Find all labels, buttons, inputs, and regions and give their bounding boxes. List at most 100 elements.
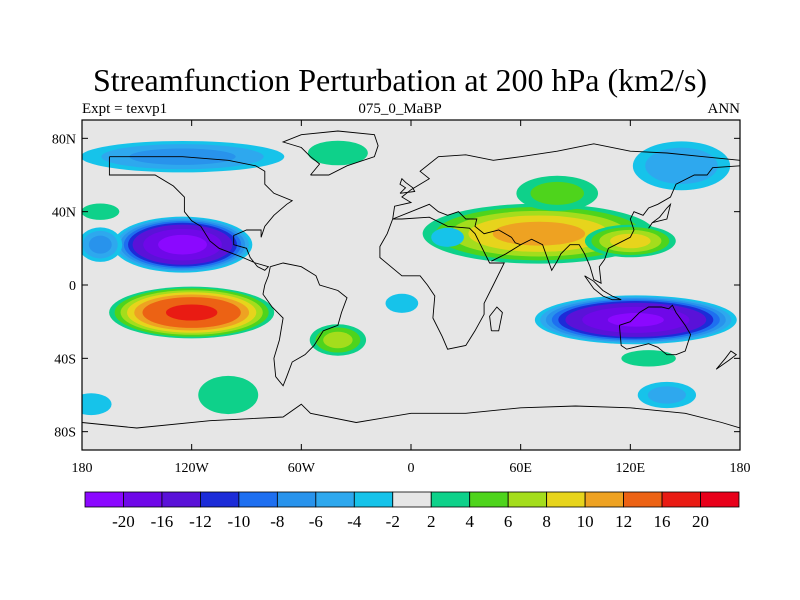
coastline [262,262,348,387]
lat-tick-label: 80S [54,426,76,441]
contour-feature [198,375,259,415]
lat-tick-label: 0 [69,279,76,294]
coastline [399,177,416,194]
colorbar-swatch [469,491,509,508]
season-label: ANN [707,101,741,117]
colorbar-label: 12 [615,512,632,531]
colorbar-label: -6 [309,512,323,531]
coastline [715,350,738,370]
lon-tick-label: 60W [288,461,316,476]
colorbar-label: 16 [654,512,671,531]
contour-level [609,233,651,249]
lon-tick-label: 0 [408,461,415,476]
contour-level [198,375,259,415]
contour-feature [516,175,599,211]
coastline [489,306,503,332]
coastline [392,143,740,220]
coastlines [82,130,740,429]
coastline [520,165,740,284]
colorbar-label: -10 [228,512,251,531]
coastline [648,202,672,229]
contour-feature [82,203,120,220]
contour-level [165,304,218,321]
contour-level [431,227,464,247]
contour-feature [307,140,368,166]
colorbar-swatch [238,491,278,508]
lon-tick-label: 120W [175,461,210,476]
colorbar-swatch [700,491,740,508]
colorbar-label: 6 [504,512,513,531]
contour-feature [632,141,731,191]
contour-level [385,293,419,313]
colorbar-label: -2 [386,512,400,531]
coastline [392,203,522,262]
contour-feature [637,381,697,409]
colorbar-label: 20 [692,512,709,531]
contour-feature [82,227,123,262]
contour-feature [584,224,676,258]
colorbar-swatch [661,491,701,508]
contour-level [607,313,664,327]
contour-feature [309,324,367,356]
colorbar-swatch [84,491,124,508]
coastline [281,130,379,176]
contour-level [307,140,368,166]
colorbar-swatch [430,491,471,508]
colorbar-label: 8 [542,512,551,531]
map-background [82,120,740,450]
contour-field [82,140,737,416]
contour-level [158,234,207,255]
contour-feature [431,227,464,247]
coastline [618,304,692,356]
contour-level [647,386,686,404]
colorbar-swatch [392,491,432,508]
plot-title: Streamfunction Perturbation at 200 hPa (… [92,62,708,98]
colorbar-label: -20 [112,512,135,531]
contour-feature [534,295,737,345]
colorbar-swatch [161,491,201,508]
contour-feature [82,393,112,416]
lon-tick-label: 180 [730,461,751,476]
lat-tick-label: 80N [52,132,76,147]
coastline [82,403,740,429]
colorbar-swatch [276,491,317,508]
colorbar: -20 -16 -12 -10 -8 -6 -4 -2 2 4 6 8 10 12 16 20 [84,491,740,531]
colorbar-swatch [200,491,240,508]
coastline [379,216,505,350]
colorbar-swatch [546,491,586,508]
contour-level [530,181,584,205]
contour-feature [621,350,676,367]
colorbar-label: -12 [189,512,212,531]
colorbar-label: 10 [577,512,594,531]
contour-feature [109,286,275,339]
colorbar-swatch [315,491,355,508]
contour-level [82,203,120,220]
colorbar-label: -4 [347,512,362,531]
lon-tick-label: 180 [72,461,93,476]
period-label: 075_0_MaBP [358,101,442,117]
contour-feature [112,216,253,273]
lon-tick-label: 60E [509,461,532,476]
contour-level [492,221,586,246]
contour-level [82,393,112,416]
colorbar-swatch [584,491,624,508]
colorbar-label: -16 [151,512,174,531]
colorbar-swatch [623,491,663,508]
lon-tick-label: 120E [616,461,646,476]
contour-level [88,235,112,254]
contour-level [645,147,718,185]
colorbar-swatch [507,491,548,508]
colorbar-label: 4 [465,512,474,531]
lat-tick-label: 40N [52,206,76,221]
colorbar-label: -8 [270,512,284,531]
contour-level [323,331,353,349]
contour-feature [385,293,419,313]
colorbar-label: 2 [427,512,436,531]
colorbar-swatch [353,491,394,508]
contour-level [621,350,676,367]
coastline [108,156,294,271]
coastline [584,275,622,301]
experiment-label: Expt = texvp1 [82,101,168,117]
colorbar-swatch [123,491,163,508]
